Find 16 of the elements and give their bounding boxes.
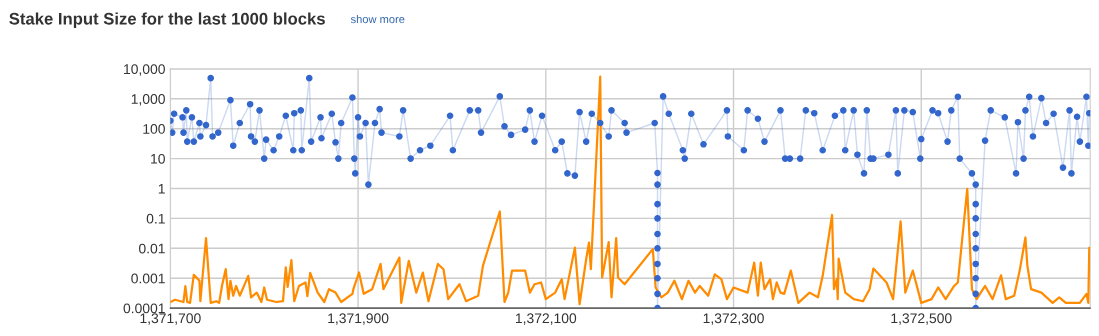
x-tick-label: 1,372,300 [703,313,764,325]
y-tick-label: 1 [158,183,165,194]
y-tick-label: 1,000 [131,94,165,106]
y-tick-label: 10,000 [124,64,165,76]
x-tick-label: 1,371,900 [328,313,389,325]
y-tick-label: 0.001 [131,273,165,284]
y-tick-label: 0.0001 [123,303,165,314]
text: show more [350,14,405,24]
y-tick-label: 10 [151,153,165,164]
y-tick-label: 0.1 [146,213,165,224]
x-tick-label: 1,372,500 [891,313,952,325]
chart-title: Stake Input Size for the last 1000 blocks [9,12,325,28]
y-tick-label: 0.01 [139,243,165,254]
y-tick-label: 100 [143,124,165,134]
x-tick-label: 1,371,700 [140,313,201,325]
x-tick-label: 1,372,100 [515,313,577,325]
